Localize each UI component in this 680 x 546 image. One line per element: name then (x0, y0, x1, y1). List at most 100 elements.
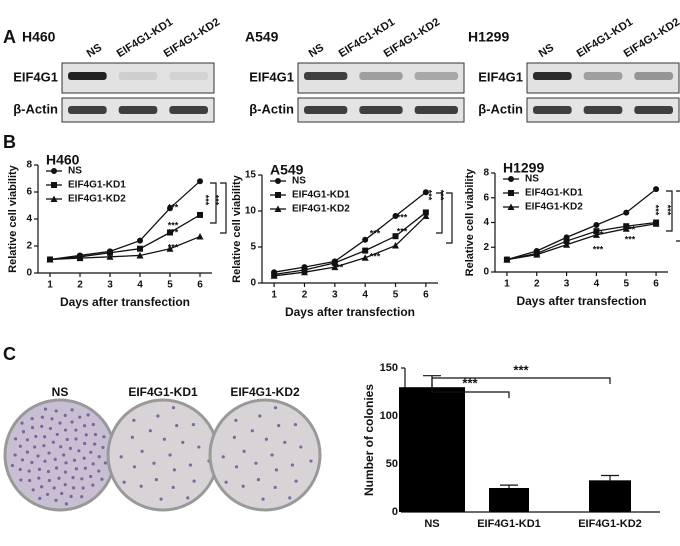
colony (264, 437, 268, 441)
colony (47, 478, 52, 483)
point (166, 245, 174, 252)
x-tick-label: 4 (594, 279, 600, 290)
colony (30, 460, 34, 465)
colony (40, 415, 44, 419)
point (422, 189, 429, 196)
blot-strip (526, 62, 680, 94)
colony (25, 438, 30, 442)
significance: *** (397, 212, 408, 222)
colony (89, 450, 93, 454)
colony (70, 408, 74, 412)
colony (30, 417, 34, 421)
colony (10, 463, 15, 468)
colony (50, 417, 54, 421)
colony (197, 445, 201, 449)
row-label: β-Actin (249, 101, 294, 116)
colony (18, 467, 22, 472)
colony (80, 477, 84, 481)
bracket (436, 192, 453, 244)
colony (132, 418, 136, 422)
colony (38, 496, 42, 500)
plate (208, 398, 322, 512)
colony (65, 437, 69, 442)
colony (19, 478, 23, 482)
colony (25, 450, 30, 454)
colony (100, 477, 104, 481)
y-tick-label: 2 (26, 241, 32, 252)
colony (40, 424, 44, 428)
colony (224, 480, 228, 484)
significance: *** (625, 234, 636, 244)
band (118, 72, 158, 80)
colony (52, 486, 56, 490)
colony (274, 468, 278, 472)
point (422, 212, 430, 220)
significance: *** (201, 195, 211, 206)
y-tick-label: 8 (483, 168, 489, 179)
colony (53, 457, 57, 461)
colony (45, 492, 50, 497)
cell-line-label: H1299 (468, 29, 509, 45)
bracket (431, 377, 611, 398)
panel-label: B (3, 132, 16, 152)
point (563, 241, 571, 248)
colony (148, 429, 152, 433)
x-tick-label: 5 (623, 279, 629, 290)
y-tick-label: 5 (250, 242, 256, 253)
point (362, 236, 369, 243)
x-tick-label: 1 (47, 280, 53, 291)
point (653, 186, 660, 193)
bar (489, 488, 529, 512)
colony (101, 445, 105, 450)
colony (258, 414, 262, 418)
colony (119, 455, 123, 459)
panel-label: C (3, 344, 16, 364)
legend-label: NS (525, 174, 539, 185)
colony (288, 496, 292, 500)
y-tick-label: 8 (26, 160, 32, 171)
point (300, 268, 308, 276)
x-tick-label: 2 (77, 280, 83, 291)
plate-label: EIF4G1-KD1 (128, 385, 198, 399)
legend-label: EIF4G1-KD2 (525, 202, 583, 213)
colony (54, 409, 58, 413)
colony (72, 458, 77, 462)
series-line (49, 235, 201, 261)
colony (261, 497, 265, 501)
plate-label: EIF4G1-KD2 (230, 385, 300, 399)
band (169, 106, 208, 114)
colony (102, 435, 106, 439)
band (583, 106, 623, 114)
colony (242, 449, 246, 453)
significance: *** (513, 362, 529, 377)
colony (37, 467, 42, 471)
colony (37, 476, 41, 480)
colony (171, 485, 175, 489)
x-axis-label: Days after transfection (285, 305, 415, 319)
y-tick-label: 15 (245, 170, 257, 181)
lane-label: NS (85, 42, 104, 60)
colony (63, 428, 68, 432)
colony (82, 441, 87, 446)
colony (64, 502, 69, 506)
colony (13, 453, 17, 457)
colony (69, 494, 73, 499)
cell-line-label: H460 (22, 29, 56, 45)
point (508, 190, 514, 196)
point (275, 192, 281, 198)
colony (47, 451, 51, 455)
band (169, 72, 208, 80)
colony (21, 430, 26, 434)
colony (68, 446, 73, 450)
lane-label: NS (307, 42, 326, 60)
x-tick-label: 3 (107, 280, 113, 291)
legend-label: EIF4G1-KD2 (68, 194, 126, 205)
point (508, 176, 514, 182)
significance: *** (651, 205, 661, 216)
colony (152, 461, 156, 465)
point (331, 259, 338, 266)
colony (277, 424, 281, 428)
colony (30, 425, 35, 430)
colony (221, 455, 225, 459)
